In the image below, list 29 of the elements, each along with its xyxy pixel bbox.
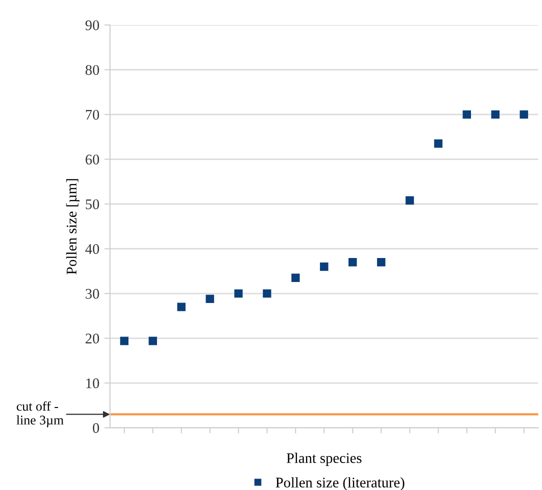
point: [377, 258, 386, 266]
y-tick-label: 80: [86, 65, 100, 75]
point: [462, 110, 472, 119]
y-tick-label: 0: [92, 423, 100, 433]
x-axis-title: Plant species: [286, 452, 362, 466]
point: [206, 294, 214, 304]
point: [520, 110, 528, 119]
point: [120, 336, 128, 346]
point: [320, 262, 328, 271]
y-tick-label: 70: [86, 110, 100, 120]
point: [262, 289, 272, 298]
point: [406, 196, 414, 205]
point: [177, 302, 186, 312]
y-tick-label: 30: [86, 288, 100, 299]
y-tick-label: 40: [85, 244, 100, 254]
point: [491, 110, 500, 119]
point: [148, 336, 158, 346]
y-tick-label: 20: [86, 334, 100, 344]
ref-line-label: cut off - line 3µm: [16, 401, 64, 428]
y-tick-label: 10: [86, 378, 100, 388]
point: [434, 139, 442, 148]
point: [291, 274, 300, 282]
y-axis-title: Pollen size [µm]: [66, 179, 80, 274]
legend-label: Pollen size (literature): [276, 477, 404, 490]
y-tick-label: 60: [86, 154, 100, 164]
y-tick-label: 90: [85, 20, 100, 30]
point: [348, 258, 357, 266]
point: [234, 289, 243, 298]
y-tick-label: 50: [86, 199, 100, 210]
